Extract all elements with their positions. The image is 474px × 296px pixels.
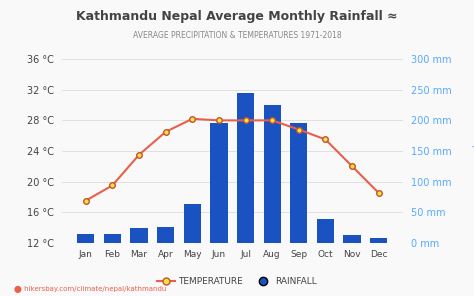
Bar xyxy=(183,204,201,243)
Bar xyxy=(210,123,228,243)
Text: AVERAGE PRECIPITATION & TEMPERATURES 1971-2018: AVERAGE PRECIPITATION & TEMPERATURES 197… xyxy=(133,31,341,40)
Legend: TEMPERATURE, RAINFALL: TEMPERATURE, RAINFALL xyxy=(153,274,321,290)
Bar xyxy=(157,227,174,243)
Bar xyxy=(237,93,254,243)
Bar xyxy=(130,228,148,243)
Bar xyxy=(104,234,121,243)
Bar xyxy=(290,123,308,243)
Text: ⬤ hikersbay.com/climate/nepal/kathmandu: ⬤ hikersbay.com/climate/nepal/kathmandu xyxy=(14,286,166,293)
Bar xyxy=(264,105,281,243)
Bar xyxy=(77,234,94,243)
Y-axis label: Precipitation: Precipitation xyxy=(470,127,474,175)
Bar xyxy=(317,219,334,243)
Bar xyxy=(344,235,361,243)
Bar xyxy=(370,238,387,243)
Text: Kathmandu Nepal Average Monthly Rainfall ≈: Kathmandu Nepal Average Monthly Rainfall… xyxy=(76,10,398,23)
